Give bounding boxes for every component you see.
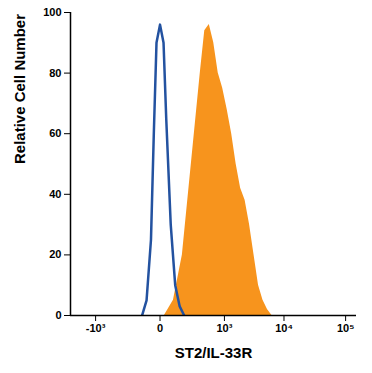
svg-text:40: 40 bbox=[49, 188, 61, 200]
svg-text:0: 0 bbox=[157, 322, 163, 334]
svg-text:60: 60 bbox=[49, 127, 61, 139]
svg-text:10⁴: 10⁴ bbox=[275, 322, 293, 334]
svg-text:80: 80 bbox=[49, 67, 61, 79]
svg-text:-10³: -10³ bbox=[86, 322, 106, 334]
svg-text:10³: 10³ bbox=[216, 322, 232, 334]
svg-text:100: 100 bbox=[43, 6, 61, 18]
svg-text:0: 0 bbox=[55, 309, 61, 321]
svg-text:ST2/IL-33R: ST2/IL-33R bbox=[175, 344, 253, 361]
svg-text:10⁵: 10⁵ bbox=[337, 322, 354, 334]
svg-text:20: 20 bbox=[49, 248, 61, 260]
svg-text:Relative Cell Number: Relative Cell Number bbox=[11, 14, 28, 164]
